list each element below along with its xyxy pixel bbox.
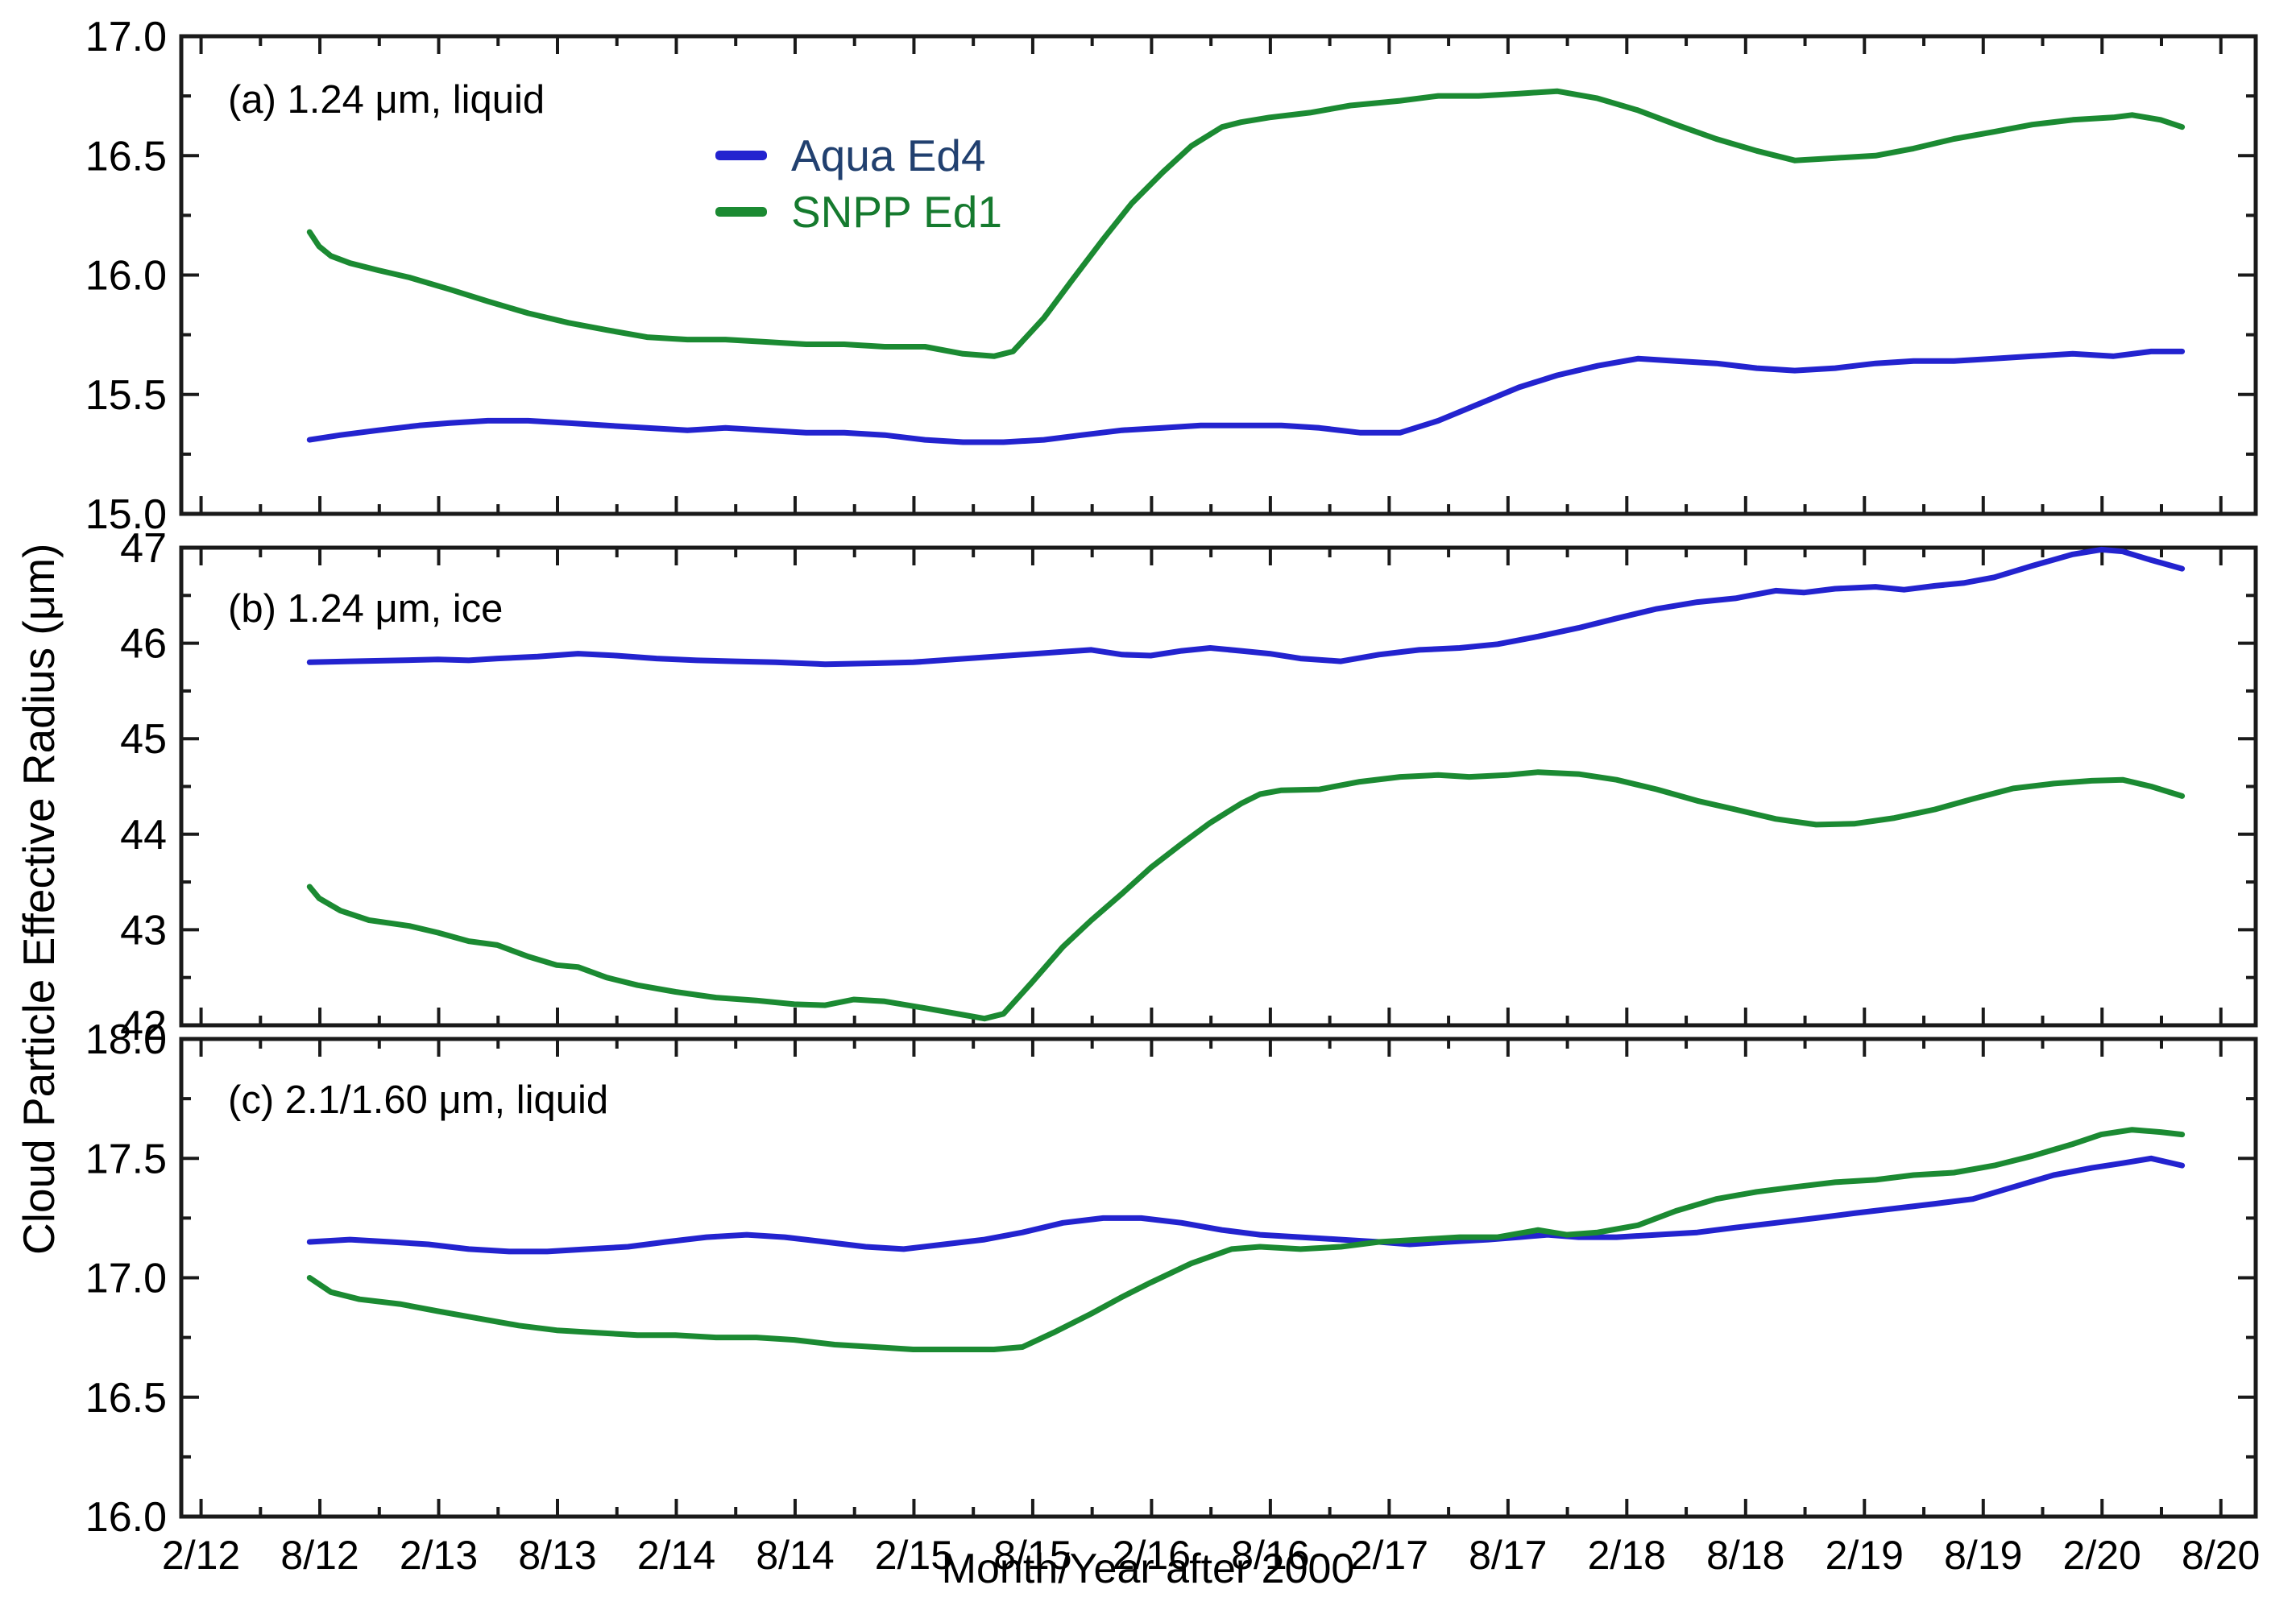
snpp-line-swatch-icon	[715, 207, 767, 217]
x-tick-label: 2/18	[1588, 1533, 1666, 1578]
y-tick-label: 46	[120, 621, 167, 668]
y-tick-label: 17.5	[85, 1136, 167, 1182]
y-tick-label: 18.0	[85, 1016, 167, 1063]
panel-a-border	[179, 34, 2258, 516]
y-tick-label: 43	[120, 907, 167, 954]
y-tick-label: 16.0	[85, 253, 167, 300]
x-tick-label: 8/20	[2182, 1533, 2260, 1578]
y-axis-title: Cloud Particle Effective Radius (μm)	[14, 543, 64, 1256]
legend-label-aqua: Aqua Ed4	[791, 130, 986, 180]
x-tick-label: 2/16	[1113, 1533, 1191, 1578]
y-tick-label: 16.5	[85, 133, 167, 180]
x-tick-label: 8/17	[1469, 1533, 1547, 1578]
y-tick-label: 15.0	[85, 491, 167, 538]
x-tick-label: 2/12	[162, 1533, 240, 1578]
y-tick-label: 17.0	[85, 1256, 167, 1302]
legend-item-snpp: SNPP Ed1	[715, 184, 1002, 240]
series-line-aqua-ed4-panel-b	[306, 546, 2186, 668]
x-tick-label: 2/15	[875, 1533, 953, 1578]
x-tick-label: 2/14	[637, 1533, 715, 1578]
x-axis-title: Month/Year after 2000	[941, 1546, 1355, 1592]
x-tick-label: 8/13	[518, 1533, 596, 1578]
legend-label-snpp: SNPP Ed1	[791, 187, 1002, 237]
series-line-aqua-ed4-panel-a	[306, 348, 2186, 445]
panel-c-border	[179, 1037, 2258, 1519]
x-tick-label: 8/16	[1231, 1533, 1309, 1578]
x-tick-label: 8/12	[280, 1533, 358, 1578]
y-tick-label: 15.5	[85, 372, 167, 419]
x-tick-label: 2/20	[2063, 1533, 2141, 1578]
series-line-snpp-ed1-panel-c	[306, 1127, 2186, 1352]
panel-a-label: (a) 1.24 μm, liquid	[228, 78, 545, 122]
x-tick-label: 8/18	[1706, 1533, 1784, 1578]
aqua-line-swatch-icon	[715, 151, 767, 160]
x-tick-label: 2/17	[1350, 1533, 1428, 1578]
x-tick-label: 2/13	[400, 1533, 478, 1578]
legend: Aqua Ed4 SNPP Ed1	[715, 127, 1002, 240]
x-tick-label: 2/19	[1826, 1533, 1904, 1578]
y-tick-label: 44	[120, 812, 167, 859]
series-line-snpp-ed1-panel-b	[306, 769, 2186, 1022]
x-tick-label: 8/19	[1944, 1533, 2022, 1578]
y-tick-label: 17.0	[85, 14, 167, 60]
series-line-aqua-ed4-panel-c	[306, 1155, 2186, 1255]
y-tick-label: 47	[120, 525, 167, 572]
y-tick-label: 16.0	[85, 1494, 167, 1541]
x-tick-label: 8/15	[993, 1533, 1071, 1578]
y-tick-label: 42	[120, 1003, 167, 1049]
x-tick-label: 8/14	[756, 1533, 834, 1578]
panel-b-border	[179, 545, 2258, 1028]
series-line-snpp-ed1-panel-a	[306, 88, 2186, 359]
panel-c-label: (c) 2.1/1.60 μm, liquid	[228, 1078, 609, 1122]
panel-b-label: (b) 1.24 μm, ice	[228, 587, 504, 631]
legend-item-aqua: Aqua Ed4	[715, 127, 1002, 184]
y-tick-label: 45	[120, 716, 167, 763]
y-tick-label: 16.5	[85, 1375, 167, 1422]
